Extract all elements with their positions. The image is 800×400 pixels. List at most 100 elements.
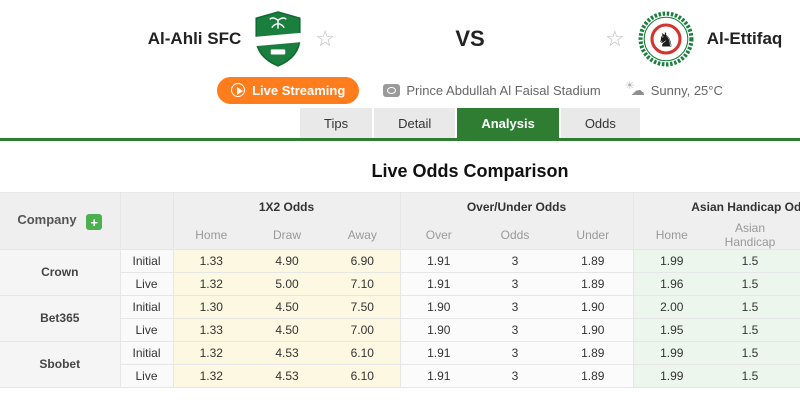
stadium-icon (383, 83, 401, 97)
odds-cell: 1.5 (710, 249, 791, 273)
odds-cell: 1.5 (710, 295, 791, 319)
table-row: Crown Initial 1.33 4.90 6.90 1.91 3 1.89… (0, 249, 800, 296)
odds-cell: 1.90 (553, 318, 634, 342)
odds-cell: 2.00 (633, 295, 711, 319)
odds-cell: 1.32 (173, 272, 249, 296)
tab-detail[interactable]: Detail (374, 108, 456, 138)
odds-cell: 3 (477, 318, 554, 342)
tab-odds[interactable]: Odds (560, 108, 640, 138)
odds-cell: 6.10 (325, 364, 401, 388)
svg-text:♞: ♞ (657, 29, 675, 51)
weather-info: ☀ ☁ Sunny, 25°C (624, 80, 723, 99)
odds-cell: 1.99 (633, 364, 711, 388)
col-header-ah-handicap: Asian Handicap (710, 220, 791, 250)
table-cell-cutoff (790, 364, 800, 388)
table-cell-cutoff (790, 341, 800, 365)
odds-cell: 1.33 (173, 249, 249, 273)
home-favorite-star-icon[interactable]: ☆ (315, 26, 335, 51)
odds-cell: 7.10 (325, 272, 401, 296)
table-cell-cutoff (790, 249, 800, 273)
table-row: Live 1.33 4.50 7.00 1.90 3 1.90 1.95 1.5 (0, 318, 800, 342)
odds-cell: 6.90 (325, 249, 401, 273)
odds-cell: 3 (477, 295, 554, 319)
odds-cell: 1.99 (633, 341, 711, 365)
away-favorite-star-icon[interactable]: ☆ (605, 26, 625, 51)
odds-cell: 1.33 (173, 318, 249, 342)
live-streaming-label: Live Streaming (252, 82, 346, 98)
odds-cell: 1.32 (173, 341, 249, 365)
odds-cell: 1.90 (400, 295, 478, 319)
weather-text: Sunny, 25°C (650, 82, 723, 98)
row-type: Live (120, 318, 174, 342)
table-row: Live 1.32 4.53 6.10 1.91 3 1.89 1.99 1.5 (0, 364, 800, 388)
match-header: Al-Ahli SFC ☆ VS ☆ ♞ Al-Ettifaq (140, 6, 800, 72)
row-type-column-header (120, 192, 174, 250)
sun-icon: ☀ (624, 80, 635, 92)
odds-cell: 1.89 (553, 341, 634, 365)
odds-cell: 3 (477, 364, 554, 388)
company-column-header: Company + (0, 192, 121, 250)
add-company-button[interactable]: + (86, 214, 103, 230)
odds-cell: 1.91 (400, 364, 478, 388)
tab-tips[interactable]: Tips (300, 108, 373, 138)
match-info-row: Live Streaming Prince Abdullah Al Faisal… (140, 72, 800, 108)
venue-info: Prince Abdullah Al Faisal Stadium (383, 82, 601, 98)
col-header-ou-under: Under (553, 220, 634, 250)
table-row: Sbobet Initial 1.32 4.53 6.10 1.91 3 1.8… (0, 341, 800, 388)
odds-cell: 7.50 (325, 295, 401, 319)
away-team-name: Al-Ettifaq (706, 29, 783, 48)
odds-cell: 1.90 (553, 295, 634, 319)
col-header-1x2-home: Home (173, 220, 249, 250)
odds-cell: 1.96 (633, 272, 711, 296)
odds-cell: 1.91 (400, 341, 478, 365)
odds-cell: 3 (477, 249, 554, 273)
odds-cell: 5.00 (249, 272, 325, 296)
row-type: Live (120, 364, 174, 388)
col-header-1x2-draw: Draw (249, 220, 325, 250)
away-team-logo: ♞ (638, 11, 694, 67)
tab-bar: Tips Detail Analysis Odds (300, 108, 800, 138)
odds-cell: 3 (477, 341, 554, 365)
odds-cell: 1.89 (553, 249, 634, 273)
section-title: Live Odds Comparison (371, 161, 569, 181)
company-name: Crown (0, 249, 121, 296)
live-streaming-button[interactable]: Live Streaming (217, 76, 360, 104)
row-type: Initial (120, 295, 174, 319)
company-header-label: Company (17, 211, 77, 227)
tab-analysis[interactable]: Analysis (457, 108, 559, 138)
group-header-asian-handicap: Asian Handicap Odds (633, 192, 800, 221)
group-header-over-under: Over/Under Odds (400, 192, 634, 221)
odds-cell: 6.10 (325, 341, 401, 365)
col-header-ou-over: Over (400, 220, 478, 250)
odds-cell: 4.50 (249, 295, 325, 319)
odds-cell: 1.30 (173, 295, 249, 319)
col-header-1x2-away: Away (325, 220, 401, 250)
odds-cell: 7.00 (325, 318, 401, 342)
odds-cell: 4.53 (249, 364, 325, 388)
home-team-logo (255, 11, 302, 67)
odds-cell: 1.5 (710, 272, 791, 296)
play-icon (231, 83, 246, 97)
odds-cell: 3 (477, 272, 554, 296)
odds-cell: 1.5 (710, 318, 791, 342)
odds-cell: 4.90 (249, 249, 325, 273)
odds-cell: 1.91 (400, 272, 478, 296)
odds-cell: 1.5 (710, 364, 791, 388)
venue-name: Prince Abdullah Al Faisal Stadium (406, 82, 601, 98)
away-team-block: ☆ ♞ Al-Ettifaq (605, 11, 800, 67)
col-header-ou-odds: Odds (477, 220, 554, 250)
home-team-block: Al-Ahli SFC ☆ (140, 11, 335, 67)
odds-cell: 1.89 (553, 364, 634, 388)
odds-cell: 1.5 (710, 341, 791, 365)
row-type: Initial (120, 249, 174, 273)
table-row: Bet365 Initial 1.30 4.50 7.50 1.90 3 1.9… (0, 295, 800, 342)
row-type: Initial (120, 341, 174, 365)
table-cell-cutoff (790, 272, 800, 296)
odds-cell: 1.32 (173, 364, 249, 388)
weather-icon: ☀ ☁ (624, 80, 645, 99)
col-header-ah-cutoff (790, 220, 800, 250)
tab-underline (0, 138, 800, 141)
company-name: Sbobet (0, 341, 121, 388)
odds-cell: 1.89 (553, 272, 634, 296)
odds-cell: 4.50 (249, 318, 325, 342)
